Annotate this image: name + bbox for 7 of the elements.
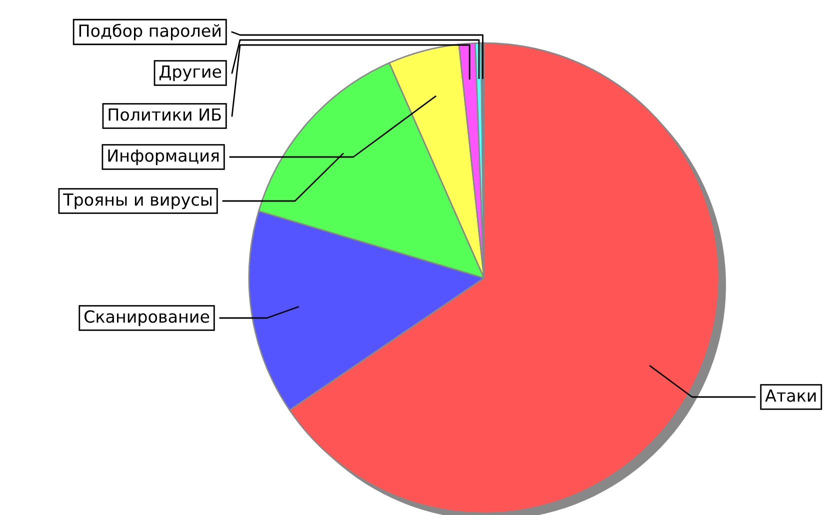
slice-label: Другие <box>160 65 222 82</box>
slice-label: Атаки <box>765 389 816 402</box>
slice-label: Политики ИБ <box>108 108 221 121</box>
slice-label: Подбор паролей <box>79 24 220 40</box>
slice-label: Сканирование <box>84 310 210 326</box>
slice-label: Информация <box>108 149 219 166</box>
slice-label: Трояны и вирусы <box>63 193 212 210</box>
